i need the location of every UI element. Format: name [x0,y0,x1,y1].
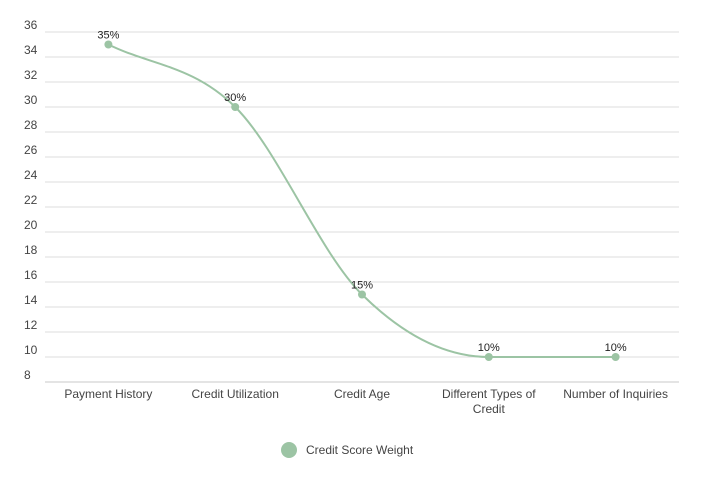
data-label: 10% [605,342,627,354]
x-category-label: Payment History [64,387,152,401]
x-axis-category-labels: Payment History Credit Utilization Credit … [64,387,668,416]
y-tick-label: 36 [24,18,38,32]
data-label: 10% [478,342,500,354]
data-point[interactable] [484,353,493,361]
data-point[interactable] [231,103,240,111]
x-category-label: Number of Inquiries [563,387,668,401]
x-category-label: Different Types of Credit [442,387,536,416]
gridlines [45,31,679,383]
y-tick-label: 22 [24,193,38,207]
y-tick-label: 8 [24,368,31,382]
y-tick-label: 20 [24,218,38,232]
y-tick-label: 30 [24,93,38,107]
y-tick-label: 12 [24,318,38,332]
y-tick-label: 14 [24,293,38,307]
data-label: 35% [97,30,119,42]
y-tick-label: 34 [24,43,38,57]
y-tick-label: 24 [24,168,38,182]
data-label: 30% [224,92,246,104]
x-category-label: Credit Age [334,387,390,401]
y-tick-label: 28 [24,118,38,132]
y-tick-label: 26 [24,143,38,157]
y-axis-tick-labels: 8 10 12 14 16 18 20 22 24 26 28 30 32 34 36 [24,18,38,382]
legend-label-credit-score-weight[interactable]: Credit Score Weight [306,443,414,457]
series-line-credit-score-weight [107,43,616,359]
y-tick-label: 16 [24,268,38,282]
data-label: 15% [351,280,373,292]
series-layer: 35% 30% 15% 10% 10% [97,30,627,361]
y-tick-label: 32 [24,68,38,82]
legend[interactable]: Credit Score Weight [281,442,414,458]
y-tick-label: 18 [24,243,38,257]
data-point[interactable] [358,290,366,299]
data-point[interactable] [611,353,620,361]
x-category-label: Credit Utilization [192,387,279,401]
legend-swatch[interactable] [281,442,297,458]
y-tick-label: 10 [24,343,38,357]
data-point[interactable] [104,40,113,49]
